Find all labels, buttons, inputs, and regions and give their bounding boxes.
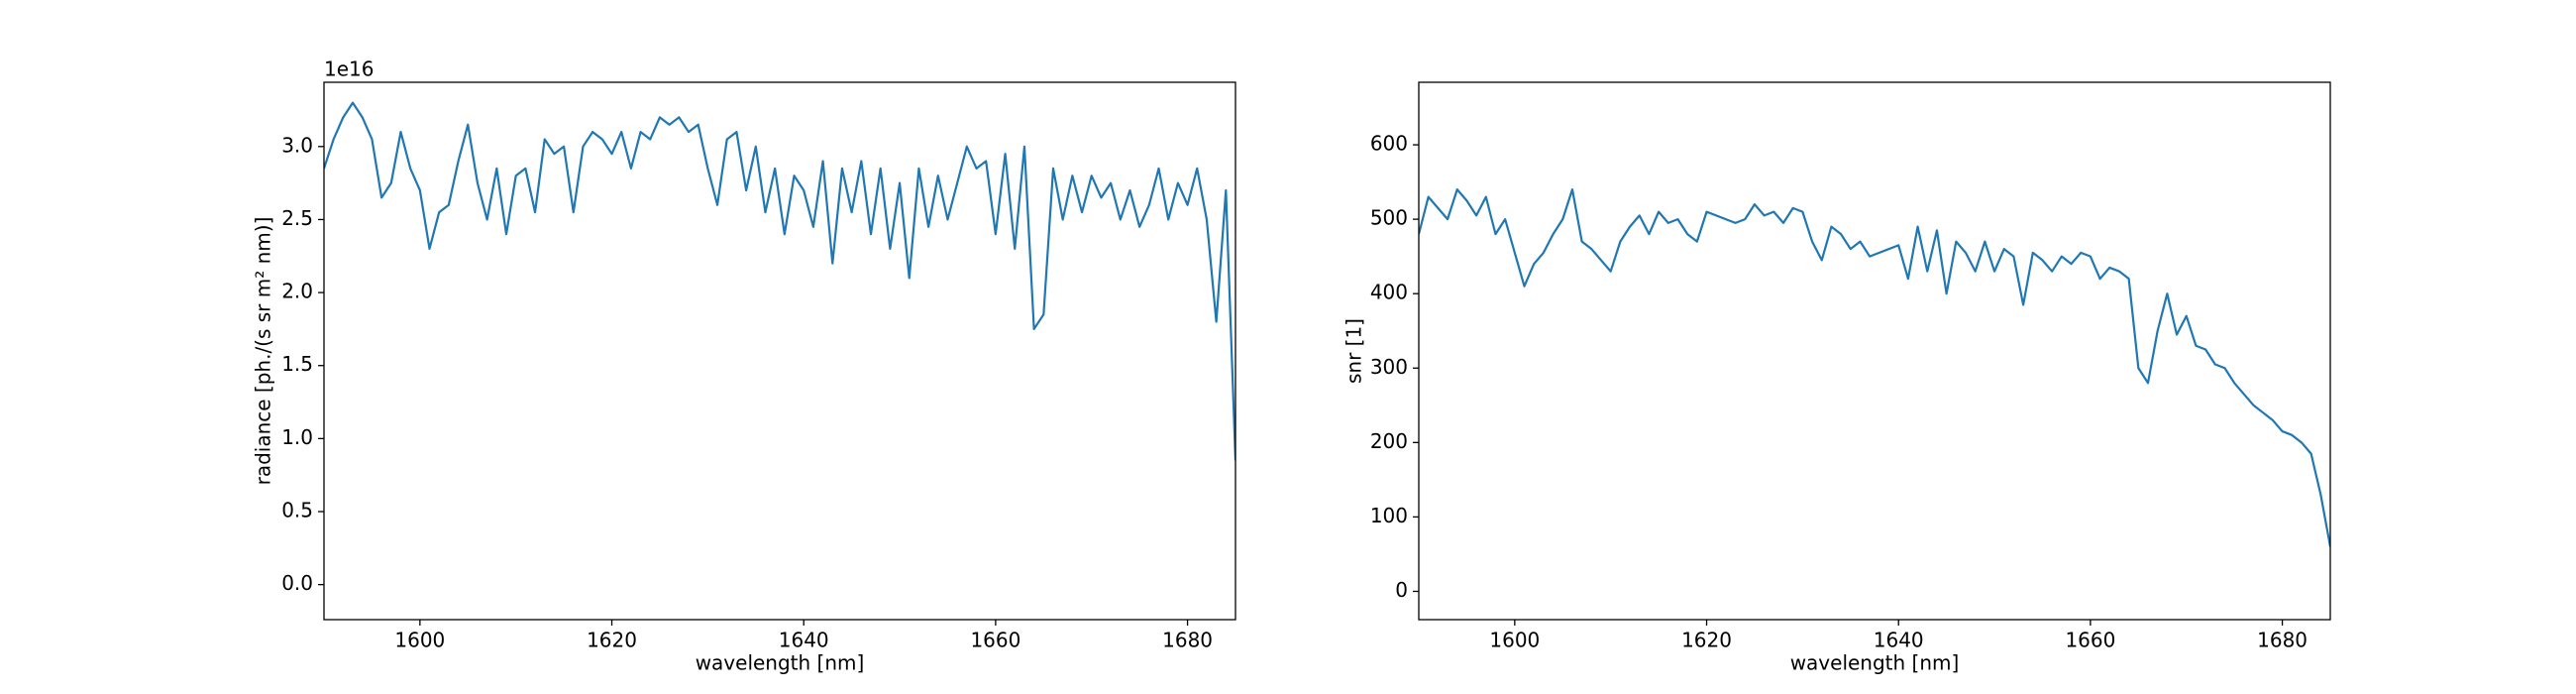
x-tick-label: 1600	[394, 629, 445, 652]
y-tick-label: 100	[1370, 504, 1408, 527]
y-axis-label: snr [1]	[1342, 318, 1366, 384]
y-axis-label: radiance [ph./(s sr m² nm)]	[252, 217, 275, 486]
x-tick-label: 1620	[1681, 629, 1732, 652]
y-tick-label: 3.0	[281, 133, 313, 157]
y-tick-label: 1.5	[281, 352, 313, 376]
y-tick-label: 300	[1370, 355, 1408, 379]
y-tick-label: 600	[1370, 132, 1408, 156]
y-tick-label: 2.0	[281, 280, 313, 303]
x-tick-label: 1660	[970, 629, 1020, 652]
x-tick-label: 1620	[587, 629, 637, 652]
axes-frame	[323, 81, 1236, 621]
data-line	[324, 101, 1235, 461]
x-axis-label: wavelength [nm]	[696, 651, 865, 675]
y-tick-label: 2.5	[281, 206, 313, 230]
x-tick-label: 1660	[2065, 629, 2115, 652]
y-tick-label: 200	[1370, 429, 1408, 453]
y-tick-label: 1.0	[281, 425, 313, 449]
x-tick-label: 1640	[1874, 629, 1924, 652]
x-tick-label: 1640	[779, 629, 829, 652]
y-tick-label: 0	[1395, 578, 1408, 602]
x-tick-label: 1600	[1489, 629, 1540, 652]
y-tick-label: 500	[1370, 206, 1408, 230]
data-line	[1419, 188, 2330, 547]
axes-frame	[1418, 81, 2331, 621]
x-axis-label: wavelength [nm]	[1790, 651, 1960, 675]
x-tick-label: 1680	[2257, 629, 2308, 652]
x-tick-label: 1680	[1162, 629, 1213, 652]
y-tick-label: 0.0	[281, 571, 313, 595]
y-tick-label: 400	[1370, 281, 1408, 304]
y-tick-label: 0.5	[281, 499, 313, 522]
offset-text: 1e16	[324, 58, 374, 81]
